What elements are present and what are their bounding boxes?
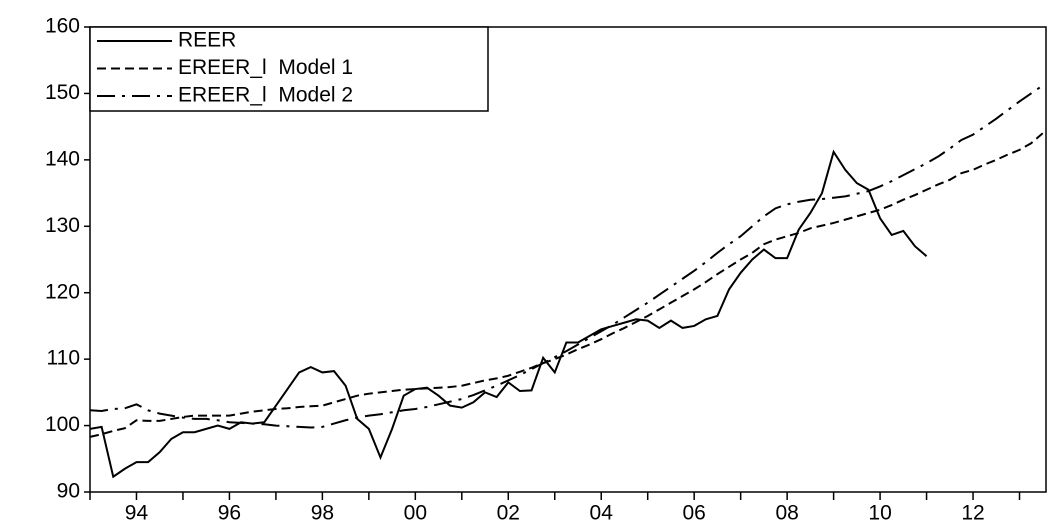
- x-tick-label: 12: [961, 502, 984, 524]
- series-line: [89, 132, 1044, 438]
- x-tick-label: 08: [775, 502, 798, 524]
- legend-label: EREER_l Model 1: [178, 56, 353, 79]
- legend-label: REER: [178, 29, 236, 52]
- y-tick-label: 110: [47, 347, 80, 370]
- x-tick-label: 96: [218, 502, 241, 524]
- x-tick-label: 98: [311, 502, 334, 524]
- y-tick-label: 90: [57, 480, 80, 503]
- x-tick-label: 02: [497, 502, 520, 524]
- x-tick-label: 06: [683, 502, 706, 524]
- y-tick-label: 160: [45, 15, 80, 38]
- x-tick-label: 94: [125, 502, 149, 524]
- y-tick-label: 120: [45, 280, 80, 303]
- y-tick-label: 130: [45, 214, 80, 237]
- x-tick-label: 10: [868, 502, 891, 524]
- y-tick-label: 140: [45, 147, 80, 170]
- plot-frame: [89, 26, 1047, 493]
- legend-label: EREER_l Model 2: [178, 84, 353, 107]
- series-line: [89, 84, 1044, 429]
- y-tick-label: 100: [45, 413, 80, 436]
- y-tick-label: 150: [45, 81, 80, 104]
- x-tick-label: 00: [404, 502, 427, 524]
- x-tick-label: 04: [590, 502, 614, 524]
- series-line: [89, 149, 928, 479]
